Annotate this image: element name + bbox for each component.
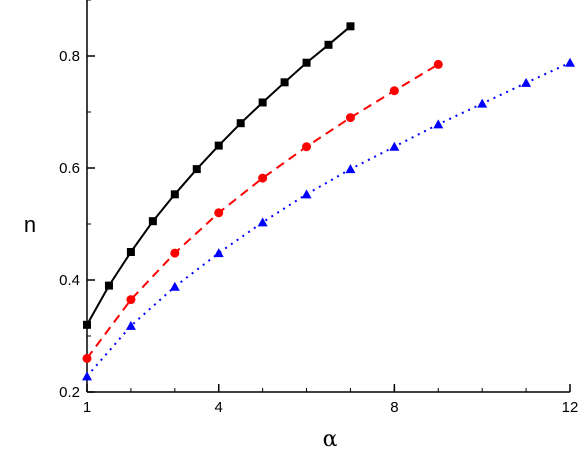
series-1	[83, 22, 355, 329]
y-axis-title: n	[24, 212, 36, 237]
axes: 1 4 8 12 0.2 0.4 0.6 0.8	[59, 0, 578, 416]
data-point	[83, 320, 91, 329]
data-point	[389, 86, 399, 96]
data-point	[126, 295, 136, 305]
data-point	[302, 142, 312, 152]
data-point	[301, 189, 312, 199]
data-point	[346, 22, 355, 31]
data-point	[302, 58, 311, 67]
data-point	[170, 190, 179, 199]
data-point	[433, 59, 443, 69]
data-point	[236, 119, 245, 128]
series-line	[86, 61, 571, 377]
data-point	[82, 371, 92, 381]
data-point	[258, 98, 267, 107]
data-point	[148, 217, 157, 226]
y-tick-label: 0.6	[59, 160, 80, 177]
data-point	[565, 57, 575, 67]
data-point	[192, 165, 201, 174]
data-point	[257, 217, 268, 227]
data-point	[125, 320, 136, 330]
series-line	[86, 25, 352, 326]
series-line	[86, 63, 439, 359]
data-point	[170, 248, 180, 258]
data-point	[345, 113, 355, 123]
data-point	[258, 173, 268, 183]
series-2	[82, 59, 443, 363]
data-point	[126, 248, 135, 256]
data-point	[214, 141, 223, 150]
series-layer	[82, 22, 575, 381]
data-point	[213, 248, 224, 258]
y-tick-label: 0.2	[59, 384, 80, 401]
data-point	[214, 208, 224, 218]
data-point	[433, 119, 444, 129]
y-tick-label: 0.8	[59, 48, 80, 65]
y-tick-label: 0.4	[59, 272, 80, 289]
x-tick-label: 4	[215, 399, 223, 416]
series-3	[82, 57, 575, 381]
data-point	[82, 353, 92, 363]
data-point	[345, 164, 356, 174]
x-tick-label: 12	[562, 399, 579, 416]
data-point	[169, 281, 180, 291]
data-point	[104, 281, 113, 290]
data-point	[389, 141, 400, 151]
data-point	[521, 77, 532, 87]
x-tick-label: 1	[83, 399, 91, 416]
data-point	[477, 98, 488, 108]
data-point	[324, 40, 333, 49]
x-tick-label: 8	[390, 399, 398, 416]
x-axis-title: α	[323, 427, 338, 452]
data-point	[280, 78, 289, 87]
